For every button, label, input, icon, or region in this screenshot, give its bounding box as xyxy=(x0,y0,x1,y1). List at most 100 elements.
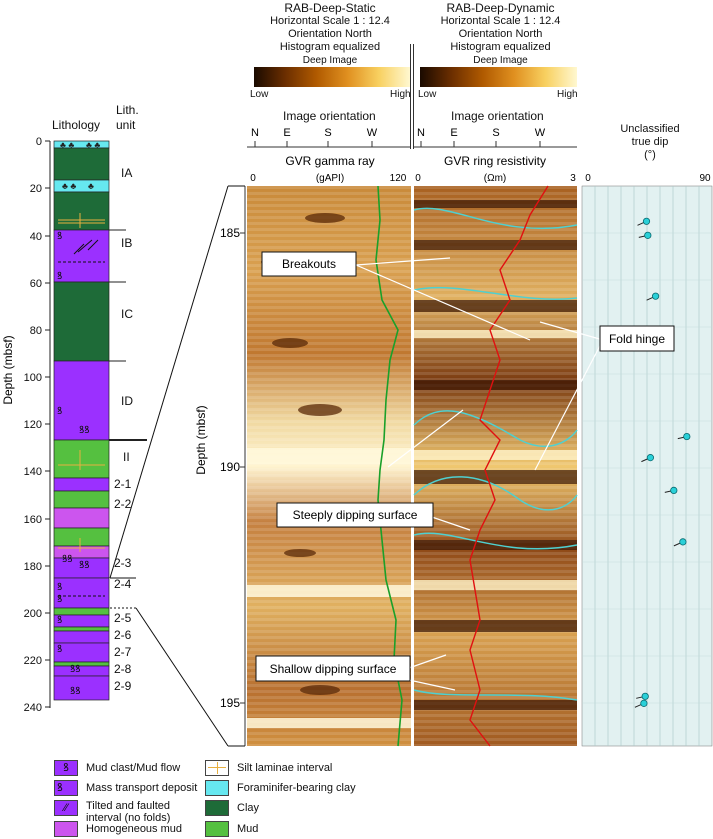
dynamic-orientation-label: Image orientation xyxy=(451,109,544,123)
dip-title2: true dip xyxy=(631,136,669,148)
dip-unit: (°) xyxy=(644,149,656,161)
svg-text:♣ ♣: ♣ ♣ xyxy=(86,140,100,150)
static-scale: Horizontal Scale 1 : 12.4 xyxy=(270,15,390,27)
unit-2-5: 2-5 xyxy=(114,611,132,625)
legend-silt-label: Silt laminae interval xyxy=(237,762,333,774)
legend-tilted-label2: interval (no folds) xyxy=(86,812,171,824)
static-high-label: High xyxy=(390,89,411,100)
unit-id: ID xyxy=(121,394,133,408)
dip-point xyxy=(644,231,652,239)
compass-s-static: S xyxy=(324,127,331,139)
compass-n-dynamic: N xyxy=(417,127,425,139)
legend-foraminifer-label: Foraminifer-bearing clay xyxy=(237,782,356,794)
dip-point xyxy=(683,432,691,441)
legend-tilted-label: Tilted and faulted xyxy=(86,800,170,812)
callout-fold-hinge: Fold hinge xyxy=(599,325,675,352)
image-depth-label: Depth (mbsf) xyxy=(194,405,208,474)
mud-icon xyxy=(205,821,229,837)
resistivity-min: 0 xyxy=(415,173,421,184)
left-depth-label: Depth (mbsf) xyxy=(1,335,15,404)
svg-text:ꝸ: ꝸ xyxy=(57,594,62,605)
unit-2-3: 2-3 xyxy=(114,556,132,570)
silt-laminae-icon xyxy=(205,760,229,776)
unit-2-6: 2-6 xyxy=(114,628,132,642)
svg-text:ꝸꝸ: ꝸꝸ xyxy=(62,554,73,565)
dynamic-scale: Horizontal Scale 1 : 12.4 xyxy=(440,15,561,27)
unit-2-8: 2-8 xyxy=(114,662,132,676)
static-header: RAB-Deep-Static Horizontal Scale 1 : 12.… xyxy=(255,2,405,67)
static-colorbar-label: Deep Image xyxy=(302,55,358,66)
legend-clay: Clay xyxy=(205,800,259,816)
dip-point xyxy=(646,454,655,462)
svg-text:ꝸ: ꝸ xyxy=(57,406,62,417)
clay-icon xyxy=(205,800,229,816)
svg-text:♣ ♣: ♣ ♣ xyxy=(60,140,74,150)
svg-text:ꝸꝸ: ꝸꝸ xyxy=(70,664,81,675)
dynamic-low-label: Low xyxy=(418,89,437,100)
unit-ii: II xyxy=(123,450,130,464)
callout-steep-text: Steeply dipping surface xyxy=(293,508,418,522)
homogeneous-mud-icon xyxy=(54,821,78,837)
foraminifer-clay-icon xyxy=(205,780,229,796)
dip-header: Unclassified true dip (°) xyxy=(600,123,700,162)
svg-text:ꝸ: ꝸ xyxy=(57,231,62,242)
compass-e-static: E xyxy=(283,127,290,139)
unit-2-7: 2-7 xyxy=(114,645,132,659)
dynamic-histogram: Histogram equalized xyxy=(450,41,551,53)
resistivity-unit: (Ωm) xyxy=(484,173,506,184)
static-orientation-label: Image orientation xyxy=(283,109,376,123)
resistivity-max: 3 xyxy=(570,173,576,184)
legend-homogeneous-mud: Homogeneous mud xyxy=(54,821,182,837)
dynamic-orientation: Orientation North xyxy=(458,28,543,40)
left-depth-axis xyxy=(45,140,51,708)
svg-text:ꝸꝸ: ꝸꝸ xyxy=(79,425,90,436)
gamma-unit: (gAPI) xyxy=(316,173,344,184)
resistivity-curve xyxy=(469,185,549,747)
callout-shallow-text: Shallow dipping surface xyxy=(270,662,397,676)
image-tick-195: 195 xyxy=(220,696,240,710)
svg-text:ꝸꝸ: ꝸꝸ xyxy=(70,686,81,697)
left-tick-180: 180 xyxy=(24,561,42,573)
compass-e-dynamic: E xyxy=(450,127,457,139)
svg-text:ꝸ: ꝸ xyxy=(57,615,62,626)
foraminifer-symbols: ♣ ♣ ♣ ♣ ♣ ♣ ♣ xyxy=(60,140,100,191)
callout-fold-hinge-text: Fold hinge xyxy=(609,332,665,346)
dynamic-colorbar-label: Deep Image xyxy=(473,55,528,66)
mass-transport-icon: ꝸ xyxy=(54,780,78,796)
dip-point xyxy=(640,699,648,707)
svg-text:♣: ♣ xyxy=(88,181,94,191)
gamma-curve xyxy=(375,185,403,747)
callout-breakouts-text: Breakouts xyxy=(282,257,336,271)
unit-2-9: 2-9 xyxy=(114,679,132,693)
dip-max: 90 xyxy=(699,173,711,184)
callout-shallow: Shallow dipping surface xyxy=(255,655,411,682)
static-colorbar xyxy=(254,67,410,87)
lith-unit-title2: unit xyxy=(116,118,136,132)
image-tick-185: 185 xyxy=(220,226,240,240)
unit-2-1: 2-1 xyxy=(114,477,132,491)
left-tick-140: 140 xyxy=(24,466,42,478)
annotation-arrows xyxy=(355,257,604,691)
left-tick-200: 200 xyxy=(24,608,42,620)
static-orientation: Orientation North xyxy=(288,28,372,40)
legend-mud: Mud xyxy=(205,821,258,837)
left-tick-160: 160 xyxy=(24,514,42,526)
left-tick-80: 80 xyxy=(30,325,42,337)
unit-ia: IA xyxy=(121,166,132,180)
unit-2-4: 2-4 xyxy=(114,577,132,591)
dip-point xyxy=(651,292,660,300)
image-depth-axis: 185 190 195 xyxy=(220,186,246,746)
legend-mass-transport: ꝸ Mass transport deposit xyxy=(54,780,197,796)
static-low-label: Low xyxy=(250,89,269,100)
left-tick-120: 120 xyxy=(24,419,42,431)
dip-min: 0 xyxy=(585,173,591,184)
gamma-max: 120 xyxy=(390,173,407,184)
left-tick-240: 240 xyxy=(24,702,42,714)
legend-mud-label: Mud xyxy=(237,823,259,835)
zoom-line-bottom xyxy=(135,607,229,747)
svg-text:♣ ♣: ♣ ♣ xyxy=(62,181,76,191)
unit-ib: IB xyxy=(121,236,132,250)
gamma-min: 0 xyxy=(250,173,256,184)
legend-foraminifer: Foraminifer-bearing clay xyxy=(205,780,356,796)
dip-point xyxy=(679,538,687,546)
